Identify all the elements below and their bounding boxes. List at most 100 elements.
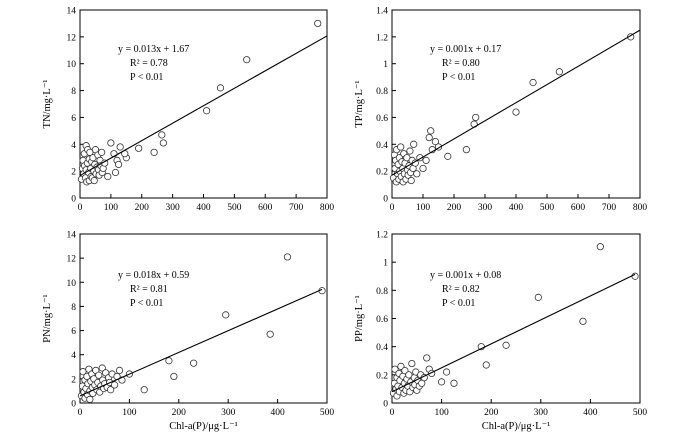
- x-tick-label: 100: [122, 408, 137, 418]
- data-point: [408, 359, 416, 368]
- x-tick-label: 800: [320, 203, 335, 213]
- data-point: [482, 361, 490, 369]
- data-point: [423, 354, 431, 362]
- y-axis-title: TN/mg·L⁻¹: [42, 80, 53, 129]
- chart-panel-4: 0 100 200 300 400 500 0 0.2 0.4 0.6 0.8 1 1.2 PP/mg·L…: [354, 231, 647, 433]
- x-tick-label: 0: [78, 408, 83, 418]
- data-point: [444, 152, 452, 160]
- data-point: [190, 359, 198, 367]
- data-point: [115, 366, 124, 375]
- x-tick-label: 100: [434, 408, 449, 418]
- data-point: [140, 386, 148, 394]
- data-point: [158, 131, 166, 139]
- r-squared-label: R² = 0.81: [130, 284, 168, 295]
- x-tick-label: 400: [196, 203, 211, 213]
- data-point: [86, 395, 94, 403]
- y-tick-label: 2: [71, 168, 76, 178]
- data-point: [107, 386, 115, 394]
- data-point: [98, 148, 106, 156]
- p-value-label: P < 0.01: [130, 298, 163, 309]
- y-axis-title: TP/mg·L⁻¹: [354, 80, 365, 127]
- y-tick-label: 0: [383, 400, 388, 410]
- data-point: [159, 139, 167, 147]
- data-point: [202, 107, 211, 115]
- x-tick-label: 700: [289, 203, 304, 213]
- y-axis-title: PN/mg·L⁻¹: [42, 294, 53, 342]
- x-tick-label: 400: [509, 203, 524, 213]
- data-point: [405, 371, 413, 379]
- r-squared-label: R² = 0.80: [442, 58, 480, 69]
- regression-equation: y = 0.001x + 0.17: [430, 44, 501, 55]
- chart-panel-1: 0 100 200 300 400 500 600 700 800 0 2 4 6 8 10 12 14 TN/m…: [42, 7, 334, 214]
- data-point: [165, 357, 173, 365]
- x-tick-label: 500: [633, 408, 648, 418]
- data-point: [512, 108, 520, 116]
- p-value-label: P < 0.01: [442, 298, 475, 309]
- x-tick-label: 0: [390, 408, 395, 418]
- data-point: [579, 317, 587, 325]
- data-point: [243, 56, 251, 64]
- data-point: [419, 164, 427, 173]
- data-point: [98, 364, 106, 372]
- r-squared-label: R² = 0.78: [130, 58, 168, 69]
- x-axis-title: Chl-a(P)/μg·L⁻¹: [482, 421, 551, 432]
- chart-panel-2: 0 100 200 300 400 500 600 700 800 0 0.2 0.4 0.6 0.8 1 1…: [354, 7, 647, 214]
- x-tick-label: 200: [447, 203, 462, 213]
- data-point: [266, 330, 274, 338]
- data-point: [502, 341, 510, 349]
- y-tick-label: 0.2: [376, 371, 388, 381]
- x-tick-label: 300: [534, 408, 549, 418]
- data-point: [283, 253, 292, 261]
- y-tick-label: 0: [71, 400, 76, 410]
- data-point: [79, 368, 87, 376]
- x-tick-label: 800: [633, 203, 648, 213]
- y-tick-label: 12: [67, 255, 77, 265]
- data-point: [534, 293, 542, 301]
- chart-panel-3: 0 100 200 300 400 500 0 2 4 6 8 10 12 14 PN/mg·L⁻¹ Chl-…: [42, 231, 334, 433]
- data-point: [114, 160, 123, 169]
- r-squared-label: R² = 0.82: [442, 284, 480, 295]
- data-point: [111, 168, 120, 177]
- y-tick-label: 4: [71, 141, 76, 151]
- y-tick-label: 0.2: [376, 168, 388, 178]
- x-tick-label: 200: [484, 408, 499, 418]
- data-point: [314, 19, 322, 28]
- x-tick-label: 500: [227, 203, 242, 213]
- y-tick-label: 1.2: [376, 231, 388, 241]
- y-tick-label: 0.6: [376, 315, 388, 325]
- y-tick-label: 4: [71, 351, 76, 361]
- x-tick-label: 300: [478, 203, 493, 213]
- x-tick-label: 200: [135, 203, 150, 213]
- data-point: [170, 372, 178, 381]
- y-tick-label: 0.6: [376, 114, 388, 124]
- data-point: [216, 84, 225, 92]
- p-value-label: P < 0.01: [130, 72, 163, 83]
- y-tick-label: 8: [71, 303, 76, 313]
- regression-line: [391, 273, 636, 393]
- data-point: [110, 381, 119, 389]
- data-point: [450, 379, 458, 387]
- x-tick-label: 600: [571, 203, 586, 213]
- regression-line: [79, 35, 328, 177]
- x-tick-label: 400: [270, 408, 285, 418]
- data-point: [150, 148, 158, 156]
- data-point: [555, 68, 564, 76]
- data-point: [442, 368, 451, 376]
- y-tick-label: 14: [67, 231, 77, 241]
- data-point: [107, 139, 115, 147]
- x-tick-label: 100: [104, 203, 119, 213]
- x-tick-label: 300: [221, 408, 236, 418]
- regression-line: [391, 29, 641, 176]
- plot-frame: [391, 9, 641, 199]
- regression-equation: y = 0.013x + 1.67: [118, 44, 189, 55]
- x-tick-label: 300: [166, 203, 181, 213]
- y-tick-label: 0.4: [376, 343, 388, 353]
- y-tick-label: 6: [71, 114, 76, 124]
- data-point: [406, 147, 414, 155]
- x-tick-label: 0: [390, 203, 395, 213]
- y-tick-label: 0.8: [376, 87, 388, 97]
- y-axis-title: PP/mg·L⁻¹: [354, 295, 365, 342]
- y-tick-label: 6: [71, 327, 76, 337]
- plot-frame: [391, 233, 641, 404]
